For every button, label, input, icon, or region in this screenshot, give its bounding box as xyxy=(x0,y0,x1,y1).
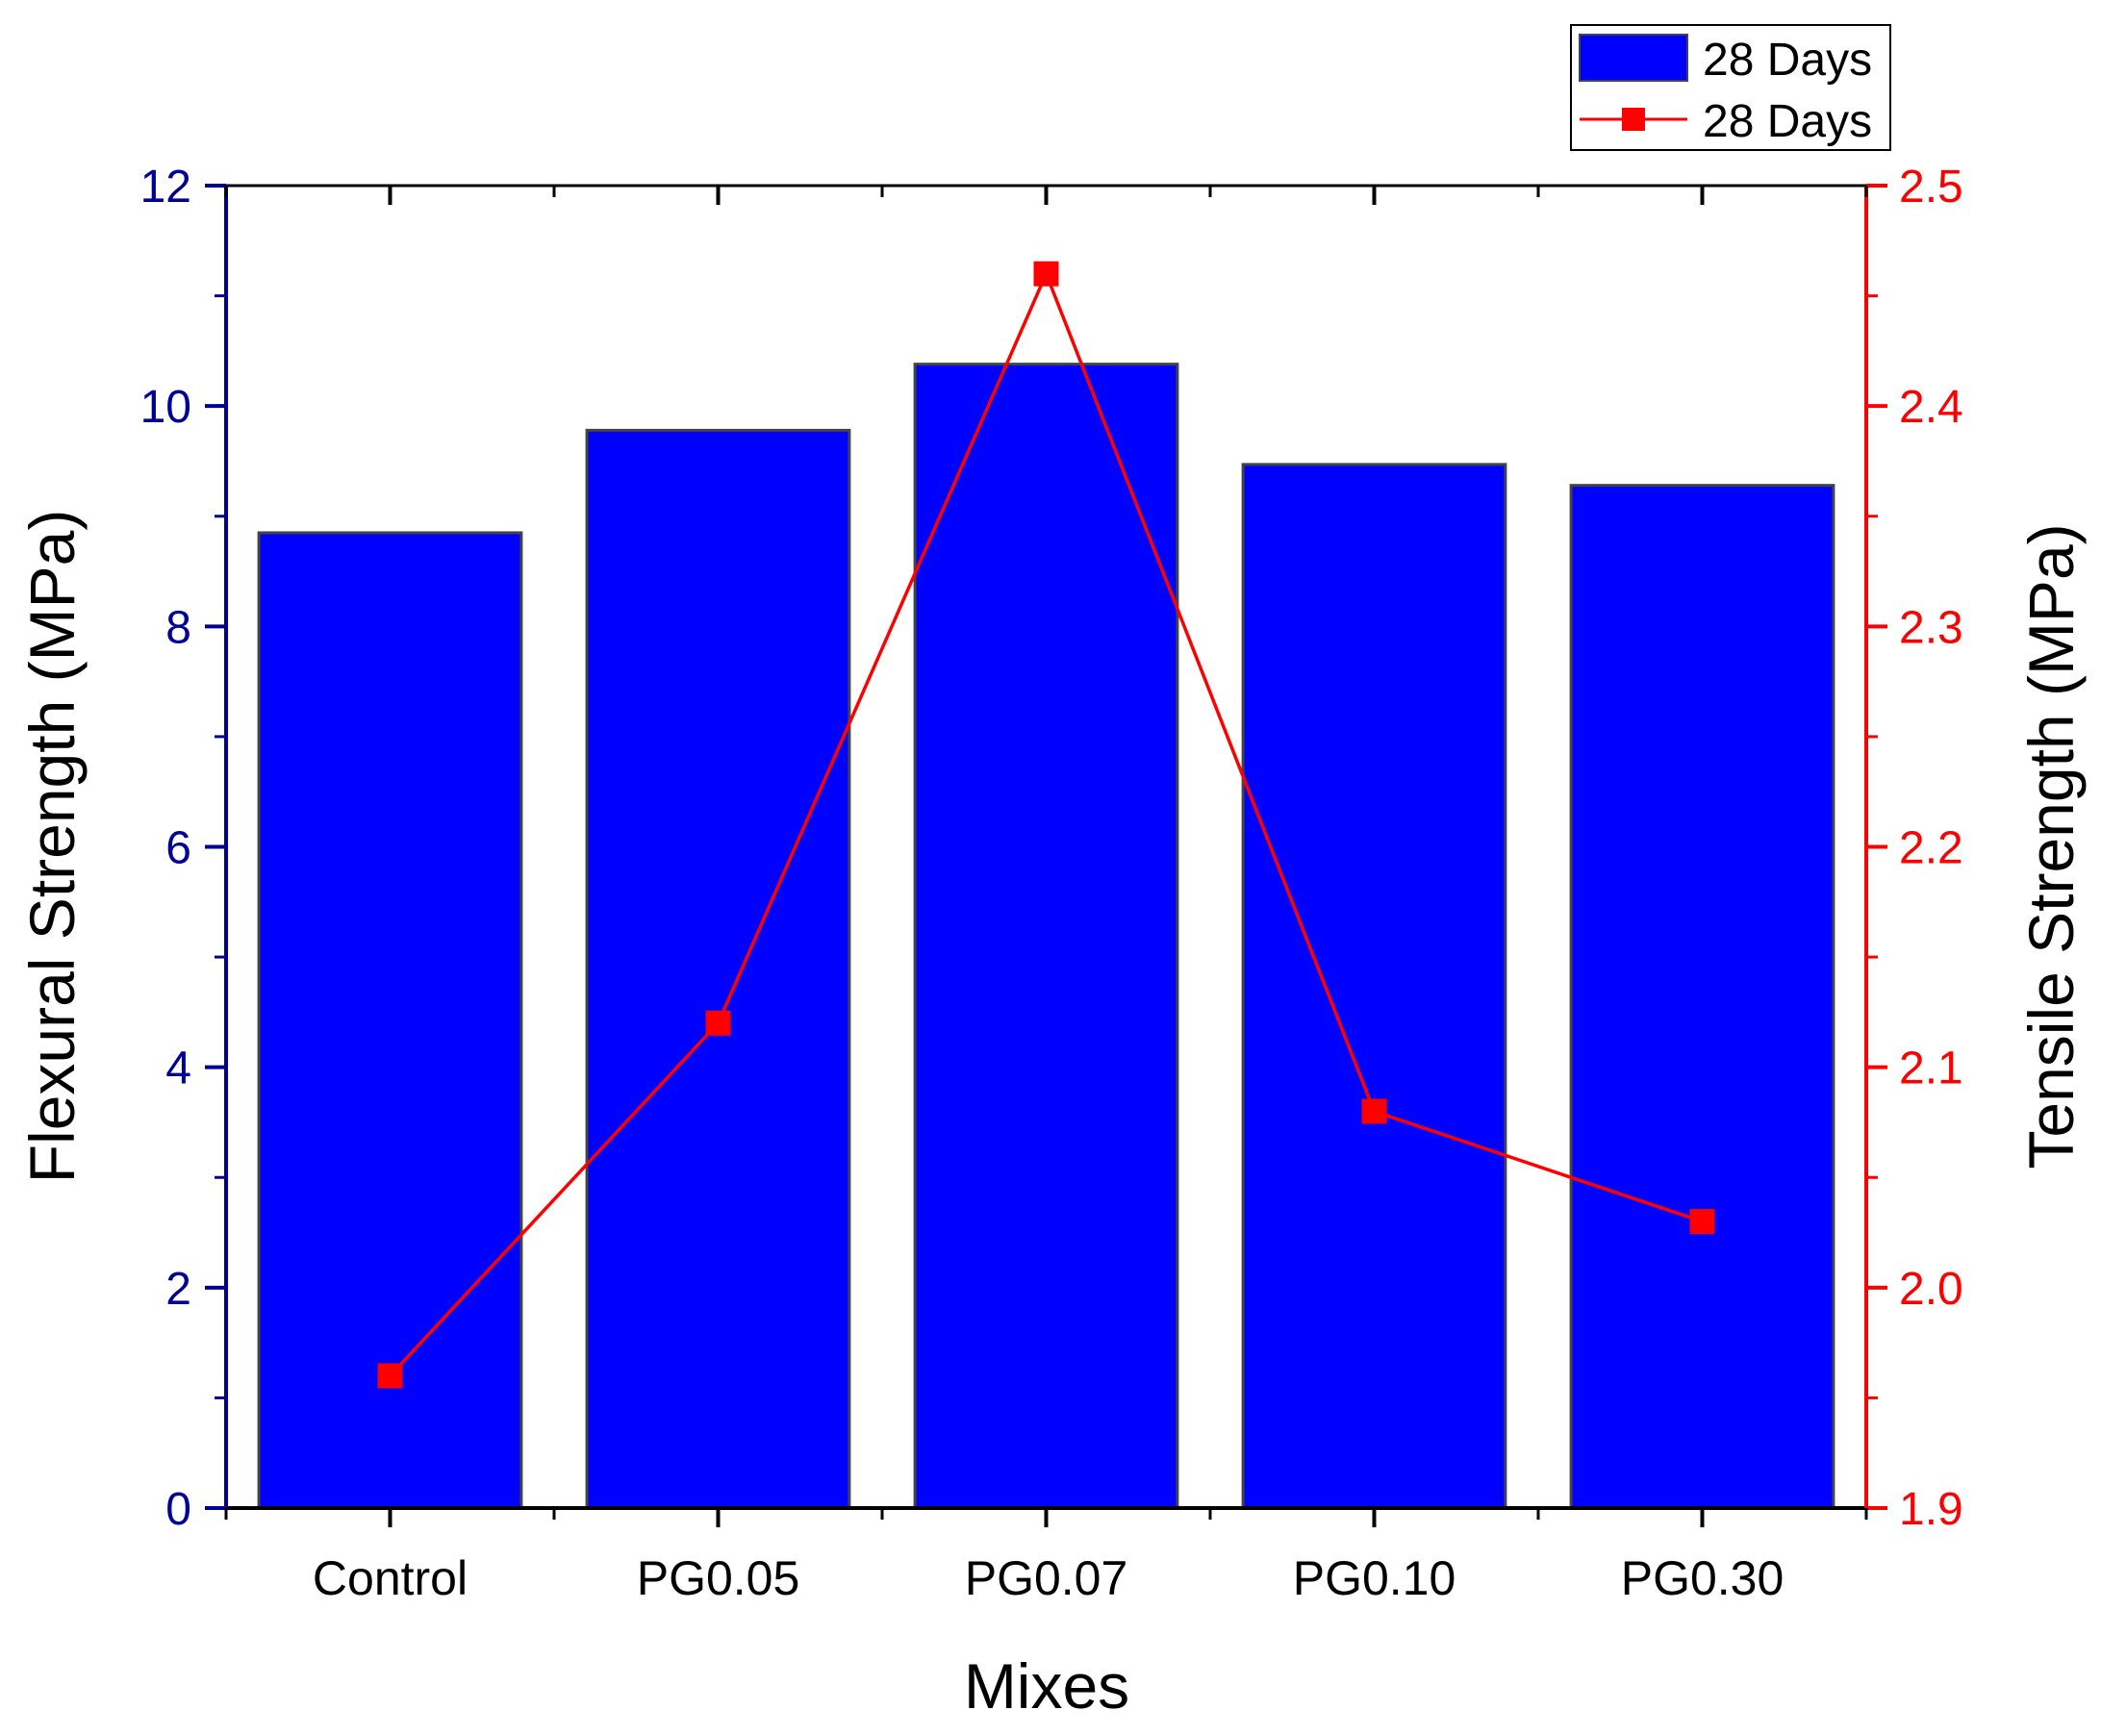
right-tick-label: 1.9 xyxy=(1899,1484,1963,1535)
left-y-axis-title: Flexural Strength (MPa) xyxy=(16,510,88,1184)
bar-PG0.30 xyxy=(1569,484,1835,1510)
tensile-point-PG0.10 xyxy=(1361,1098,1387,1124)
category-label-Control: Control xyxy=(313,1551,468,1605)
category-label-PG0.07: PG0.07 xyxy=(965,1551,1128,1605)
left-tick-label: 6 xyxy=(165,823,191,874)
right-tick-label: 2.1 xyxy=(1899,1044,1963,1094)
category-label-PG0.05: PG0.05 xyxy=(637,1551,800,1605)
tensile-point-PG0.07 xyxy=(1033,261,1059,287)
x-axis-title: Mixes xyxy=(964,1650,1129,1722)
category-label-PG0.10: PG0.10 xyxy=(1293,1551,1456,1605)
right-tick-label: 2.3 xyxy=(1899,602,1963,653)
legend-entry-bar: 28 Days xyxy=(1703,35,1872,86)
right-y-axis-title: Tensile Strength (MPa) xyxy=(2015,523,2087,1169)
tensile-point-PG0.05 xyxy=(705,1010,731,1036)
right-tick-label: 2.0 xyxy=(1899,1264,1963,1315)
bar-Control xyxy=(257,531,523,1510)
legend-marker-swatch xyxy=(1622,108,1645,131)
tensile-point-Control xyxy=(377,1363,403,1389)
legend-bar-swatch xyxy=(1579,34,1688,82)
left-tick-label: 4 xyxy=(165,1044,191,1094)
legend: 28 Days 28 Days xyxy=(1570,24,1891,151)
bar-series xyxy=(257,363,1835,1510)
axis-titles: Mixes Flexural Strength (MPa) Tensile St… xyxy=(16,510,2087,1722)
line-series xyxy=(377,261,1715,1389)
tensile-point-PG0.30 xyxy=(1689,1209,1715,1235)
bar-PG0.10 xyxy=(1241,463,1507,1510)
left-tick-label: 10 xyxy=(140,382,191,433)
left-tick-label: 2 xyxy=(165,1264,191,1315)
bar-PG0.05 xyxy=(585,428,851,1510)
axes xyxy=(205,184,1887,1527)
left-tick-label: 12 xyxy=(140,162,191,213)
right-tick-label: 2.2 xyxy=(1899,823,1963,874)
left-tick-label: 0 xyxy=(165,1484,191,1535)
bar-PG0.07 xyxy=(913,363,1179,1510)
right-tick-label: 2.5 xyxy=(1899,162,1963,213)
tick-labels: 0 2 4 6 8 10 12 1.9 2.0 2.1 2.2 2.3 2.4 2.5 Control PG0… xyxy=(140,162,1963,1605)
legend-entry-line: 28 Days xyxy=(1703,96,1872,147)
category-label-PG0.30: PG0.30 xyxy=(1621,1551,1785,1605)
left-tick-label: 8 xyxy=(165,602,191,653)
right-tick-label: 2.4 xyxy=(1899,382,1963,433)
